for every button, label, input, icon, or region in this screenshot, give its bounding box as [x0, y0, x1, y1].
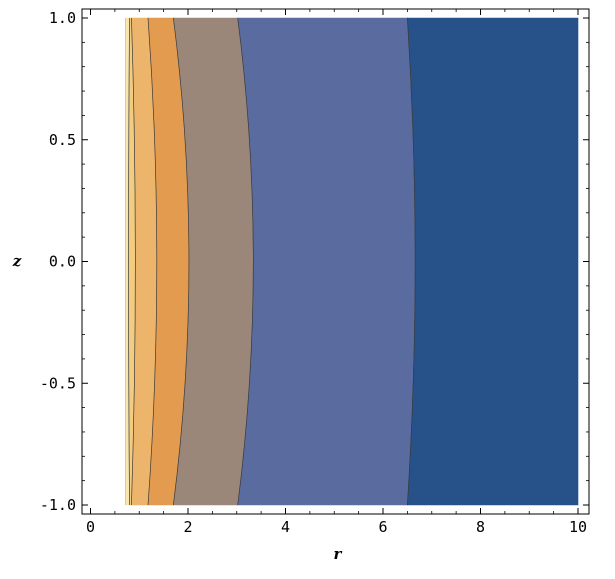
y-tick-label: -0.5: [40, 374, 76, 392]
contour-band-7: [407, 17, 579, 506]
y-tick-label: -1.0: [40, 496, 76, 514]
contour-line-6: [237, 17, 254, 506]
x-tick-label: 6: [378, 518, 387, 536]
axis-ticks: 0 2 4 6 8 10 -1.0 -0.5 0.0 0.5 1.0: [40, 9, 589, 536]
x-tick-label: 2: [183, 518, 192, 536]
contour-band-6: [237, 17, 416, 506]
x-axis-label: r: [334, 545, 343, 563]
y-tick-label: 1.0: [49, 9, 76, 27]
x-tick-label: 4: [281, 518, 290, 536]
y-axis-label: z: [12, 252, 22, 270]
contour-bands: [125, 17, 579, 506]
contour-line-5: [173, 17, 190, 506]
contour-line-2: [128, 17, 130, 506]
x-tick-label: 0: [86, 518, 95, 536]
contour-line-7: [407, 17, 416, 506]
x-tick-label: 10: [569, 518, 587, 536]
x-tick-label: 8: [476, 518, 485, 536]
contour-line-4: [147, 17, 158, 506]
y-tick-label: 0.5: [49, 131, 76, 149]
contour-line-3: [131, 17, 136, 506]
y-tick-label: 0.0: [49, 253, 76, 271]
contour-lines: [125, 17, 416, 506]
